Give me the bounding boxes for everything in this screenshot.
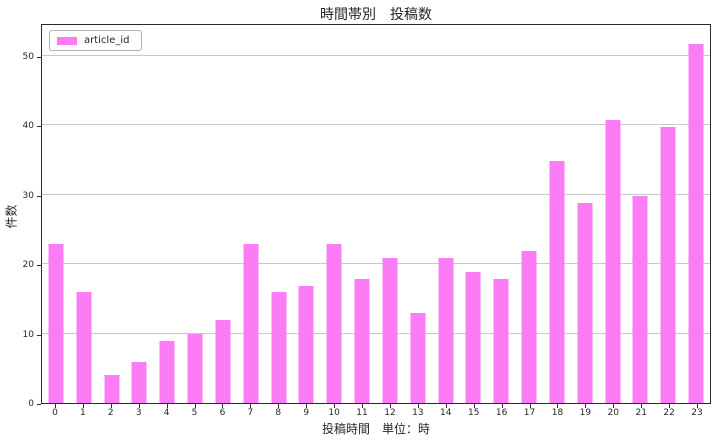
bar-hour-18 (549, 161, 565, 403)
bar-hour-3 (131, 361, 147, 403)
xtick-label-20: 20 (607, 408, 619, 418)
xtick-label-9: 9 (303, 408, 310, 418)
xtick-mark-6 (222, 404, 224, 408)
xtick-mark-2 (110, 404, 112, 408)
xtick-label-0: 0 (52, 408, 58, 418)
xtick-label-12: 12 (384, 408, 396, 418)
xtick-mark-20 (613, 404, 615, 408)
bar-hour-11 (354, 278, 370, 403)
xtick-label-2: 2 (107, 408, 114, 418)
xtick-label-1: 1 (80, 408, 86, 418)
xtick-label-10: 10 (328, 408, 340, 418)
ytick-label-10: 10 (22, 329, 34, 340)
bar-hour-12 (382, 257, 398, 403)
ytick-mark-30 (37, 195, 41, 197)
x-axis-label: 投稿時間 単位：時 (321, 422, 430, 436)
plot-area: article_id (41, 24, 711, 404)
xtick-label-3: 3 (135, 408, 142, 418)
bar-hour-1 (76, 292, 92, 403)
bar-hour-17 (521, 250, 537, 403)
xtick-mark-22 (669, 404, 671, 408)
xtick-label-23: 23 (691, 408, 703, 418)
xtick-mark-5 (194, 404, 196, 408)
bar-hour-15 (465, 271, 481, 403)
bar-hour-20 (605, 119, 621, 403)
bar-hour-10 (326, 244, 342, 403)
xtick-mark-21 (641, 404, 643, 408)
ytick-label-0: 0 (28, 399, 34, 409)
gridline-y50 (42, 54, 710, 56)
xtick-mark-0 (54, 404, 56, 408)
bar-hour-7 (243, 244, 259, 403)
xtick-mark-11 (362, 404, 364, 408)
bar-hour-9 (298, 285, 314, 403)
gridline-y30 (42, 193, 710, 195)
xtick-label-13: 13 (412, 408, 424, 418)
xtick-mark-13 (417, 404, 419, 408)
xtick-label-14: 14 (440, 408, 452, 418)
chart-title: 時間帯別 投稿数 (320, 7, 432, 23)
xtick-mark-10 (334, 404, 336, 408)
ytick-mark-40 (37, 126, 41, 128)
legend: article_id (49, 30, 142, 51)
xtick-mark-7 (250, 404, 252, 408)
xtick-label-8: 8 (275, 408, 282, 418)
xtick-label-22: 22 (663, 408, 675, 418)
xtick-mark-3 (138, 404, 140, 408)
legend-swatch (57, 36, 77, 45)
xtick-mark-18 (557, 404, 559, 408)
bar-hour-5 (187, 333, 203, 403)
bar-hour-6 (215, 320, 231, 403)
ytick-label-50: 50 (22, 51, 34, 62)
bar-hour-22 (660, 126, 676, 403)
xtick-label-21: 21 (635, 408, 647, 418)
xtick-mark-9 (306, 404, 308, 408)
xtick-label-15: 15 (467, 408, 480, 418)
bar-hour-4 (159, 340, 175, 403)
xtick-mark-14 (445, 404, 447, 408)
bar-hour-23 (688, 43, 704, 403)
gridline-y40 (42, 124, 710, 126)
bar-hour-16 (493, 278, 509, 403)
gridline-y20 (42, 263, 710, 265)
ytick-label-40: 40 (22, 121, 34, 132)
xtick-label-16: 16 (495, 408, 508, 418)
bar-hour-8 (271, 292, 287, 403)
bar-hour-14 (438, 257, 454, 403)
xtick-mark-15 (473, 404, 475, 408)
bar-hour-19 (577, 202, 593, 403)
xtick-mark-1 (82, 404, 84, 408)
bar-hour-21 (632, 195, 648, 403)
xtick-mark-19 (585, 404, 587, 408)
xtick-mark-16 (501, 404, 503, 408)
xtick-label-19: 19 (579, 408, 592, 418)
bar-hour-13 (410, 313, 426, 403)
ytick-mark-0 (37, 404, 41, 405)
legend-label: article_id (84, 35, 130, 46)
ytick-mark-20 (37, 265, 41, 267)
ytick-mark-10 (37, 334, 41, 336)
xtick-mark-4 (166, 404, 168, 408)
xtick-mark-8 (278, 404, 280, 408)
bar-hour-0 (48, 244, 64, 403)
xtick-mark-12 (389, 404, 391, 408)
xtick-label-17: 17 (523, 408, 536, 418)
bar-hour-2 (104, 375, 120, 403)
xtick-label-6: 6 (219, 408, 226, 418)
gridline-y10 (42, 332, 710, 334)
xtick-label-5: 5 (191, 408, 198, 418)
xtick-label-18: 18 (551, 408, 564, 418)
xtick-label-11: 11 (356, 408, 368, 418)
ytick-label-30: 30 (22, 190, 34, 201)
xtick-label-4: 4 (163, 408, 170, 418)
xtick-mark-17 (529, 404, 531, 408)
ytick-mark-50 (37, 56, 41, 58)
xtick-label-7: 7 (247, 408, 254, 418)
xtick-mark-23 (697, 404, 699, 408)
ytick-label-20: 20 (22, 260, 34, 271)
